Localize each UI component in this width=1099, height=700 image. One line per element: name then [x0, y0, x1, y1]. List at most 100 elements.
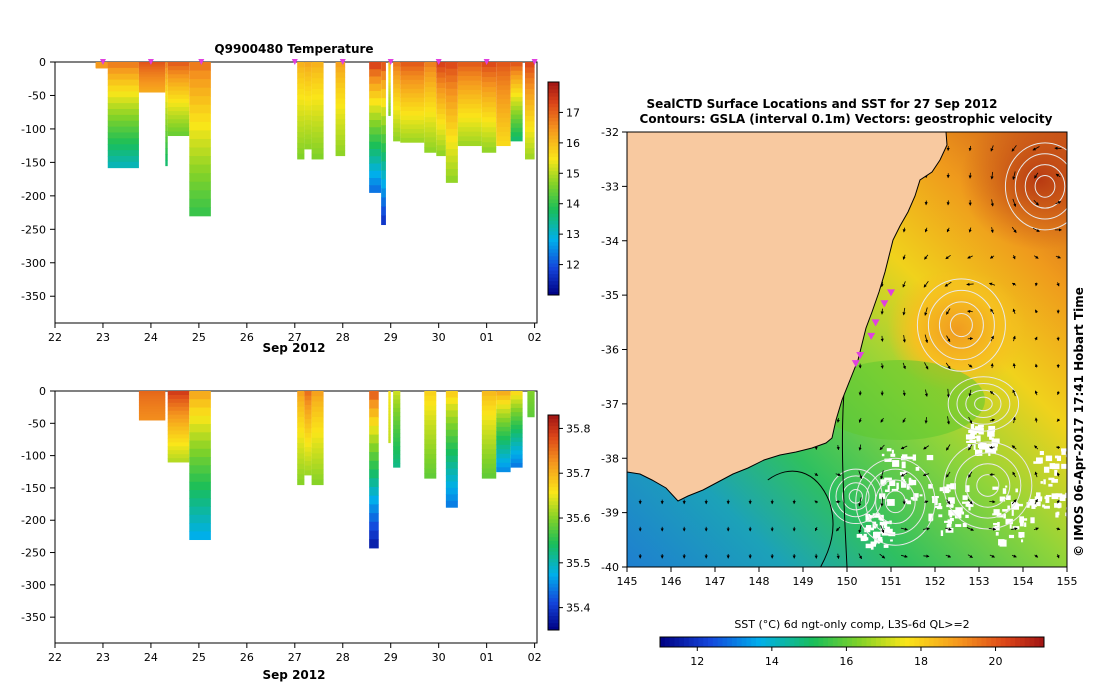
- profile-cell: [527, 392, 535, 395]
- profile-cell: [311, 137, 324, 144]
- cloud-speck: [906, 483, 910, 490]
- velocity-vector: [968, 471, 973, 478]
- profile-cell: [496, 89, 511, 95]
- cloud-speck: [865, 543, 873, 549]
- sst-colorbar-step: [789, 637, 795, 647]
- profile-cell: [527, 398, 535, 401]
- profile-column: [525, 62, 535, 160]
- profile-cell: [138, 416, 166, 419]
- cloud-speck: [968, 429, 975, 433]
- profile-cell: [496, 66, 511, 72]
- profile-cell: [167, 66, 190, 71]
- profile-cell: [445, 436, 458, 444]
- profile-cell: [138, 407, 166, 410]
- sst-colorbar-step: [890, 637, 896, 647]
- profile-cell: [424, 424, 437, 431]
- sst-colorbar-step: [746, 637, 752, 647]
- profile-column: [388, 62, 391, 116]
- cloud-speck: [974, 449, 979, 456]
- profile-cell: [445, 102, 458, 110]
- cloud-speck: [899, 471, 906, 476]
- gsla-contour: [927, 289, 995, 361]
- profile-cell: [369, 530, 379, 540]
- profile-cell: [311, 94, 324, 101]
- profile-cell: [297, 443, 305, 449]
- sst-colorbar-step: [832, 637, 838, 647]
- profile-column: [445, 62, 458, 183]
- cloud-speck: [962, 501, 968, 504]
- cloud-speck: [997, 521, 1000, 527]
- velocity-vector: [1011, 527, 1018, 531]
- profile-cell: [424, 415, 437, 421]
- cloud-speck: [901, 461, 906, 469]
- profile-cell: [189, 181, 211, 191]
- cloud-speck: [870, 515, 874, 519]
- profile-cell: [388, 408, 391, 412]
- profile-cell: [167, 402, 190, 408]
- profile-cell: [496, 127, 511, 133]
- velocity-vector: [966, 282, 974, 286]
- profile-cell: [369, 83, 382, 92]
- colorbar-step: [548, 231, 559, 236]
- profile-cell: [297, 469, 305, 475]
- profile-cell: [424, 463, 437, 469]
- temperature-title: Q9900480 Temperature: [214, 42, 373, 56]
- gsla-contour: [1034, 175, 1056, 198]
- profile-cell: [138, 73, 166, 76]
- profile-cell: [335, 114, 346, 120]
- colorbar-step: [548, 227, 559, 232]
- gsla-contour: [974, 396, 993, 412]
- profile-cell: [381, 170, 386, 180]
- cloud-speck: [1037, 501, 1041, 507]
- profile-cell: [311, 62, 324, 68]
- profile-cell: [138, 75, 166, 78]
- profile-cell: [527, 413, 535, 416]
- cloud-speck: [1051, 493, 1059, 500]
- colorbar-step: [548, 174, 559, 179]
- sst-colorbar-step: [660, 637, 666, 647]
- profile-cell: [393, 403, 401, 409]
- profile-cell: [424, 473, 437, 479]
- profile-cell: [381, 107, 386, 117]
- profile-cell: [165, 159, 168, 167]
- velocity-vector: [880, 470, 884, 480]
- velocity-vector: [1012, 171, 1016, 181]
- cloud-speck: [912, 454, 917, 461]
- colorbar-tick-label: 35.6: [566, 512, 591, 525]
- profile-column: [388, 391, 391, 444]
- profile-cell: [369, 76, 382, 85]
- profile-cell: [167, 450, 190, 455]
- profile-cell: [457, 122, 482, 128]
- profile-cell: [138, 394, 166, 397]
- colorbar-step: [548, 601, 559, 606]
- profile-cell: [335, 134, 346, 141]
- profile-cell: [369, 452, 379, 462]
- velocity-vector: [1056, 554, 1060, 559]
- profile-cell: [388, 100, 391, 105]
- sst-colorbar-step: [674, 637, 680, 647]
- profile-cell: [165, 113, 168, 121]
- colorbar-step: [548, 106, 559, 111]
- surface-marker: [291, 59, 298, 65]
- profile-column: [138, 391, 166, 421]
- colorbar-step: [548, 608, 559, 613]
- cloud-speck: [948, 509, 956, 516]
- profile-cell: [189, 424, 211, 433]
- velocity-vector: [924, 389, 928, 397]
- colorbar-step: [548, 195, 559, 200]
- colorbar-step: [548, 622, 559, 627]
- map-title-line1: SealCTD Surface Locations and SST for 27…: [647, 97, 998, 111]
- y-tick-label: -300: [21, 257, 46, 270]
- profile-cell: [525, 153, 535, 160]
- y-tick-label: -200: [21, 190, 46, 203]
- profile-cell: [424, 444, 437, 450]
- velocity-vector: [924, 227, 928, 233]
- sst-colorbar-step: [756, 637, 762, 647]
- colorbar-step: [548, 202, 559, 207]
- profile-cell: [388, 434, 391, 438]
- profile-cell: [388, 411, 391, 415]
- sst-colorbar-step: [866, 637, 872, 647]
- profile-cell: [510, 123, 523, 129]
- x-tick-label: 25: [192, 651, 206, 664]
- profile-cell: [424, 87, 437, 93]
